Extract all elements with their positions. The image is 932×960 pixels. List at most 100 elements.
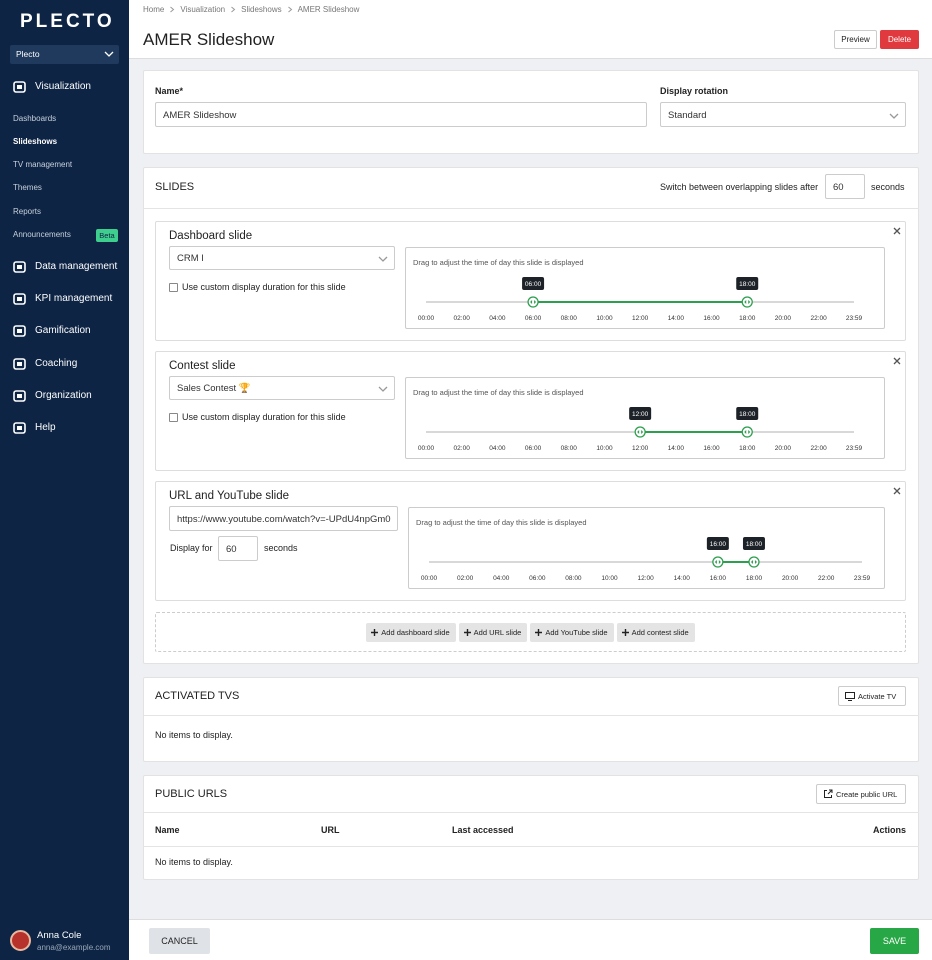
timeline: Drag to adjust the time of day this slid… — [408, 507, 885, 589]
tick-label: 18:00 — [739, 315, 756, 322]
switch-input[interactable]: 60 — [825, 174, 865, 199]
handle-arrows — [530, 300, 537, 304]
time-tag — [706, 537, 729, 550]
breadcrumb-item[interactable]: Slideshows — [241, 5, 282, 14]
column-header: Last accessed — [452, 825, 514, 835]
org-select[interactable]: Plecto — [10, 45, 119, 64]
breadcrumb-item[interactable]: Home — [143, 5, 165, 14]
nav-section[interactable]: Coaching — [0, 355, 129, 373]
rotation-select[interactable]: Standard — [660, 102, 906, 127]
card — [143, 775, 919, 880]
nav-icon — [17, 265, 22, 269]
chevron — [378, 256, 388, 262]
slide-select[interactable]: CRM I — [169, 246, 395, 270]
icon: 00:00 02:00 04:00 06:00 08:00 10:00 12:00 14:00… — [421, 537, 871, 582]
nav-section-label: KPI management — [35, 293, 113, 304]
nav-item[interactable]: Announcements — [13, 230, 71, 239]
nav-section[interactable]: KPI management — [0, 290, 129, 308]
nav-item[interactable]: Slideshows — [13, 137, 58, 146]
logo: PLECTO — [20, 11, 115, 32]
time-tag-label: 18:00 — [739, 281, 756, 288]
tick-label: 23:59 — [846, 315, 863, 322]
nav-section[interactable]: Data management — [0, 258, 129, 276]
nav-item[interactable]: Dashboards — [13, 114, 57, 123]
nav-icon — [13, 325, 26, 337]
chevron — [889, 113, 899, 119]
time-tag-label: 16:00 — [710, 541, 727, 548]
add-button-label: Add contest slide — [631, 627, 689, 637]
handle — [712, 556, 724, 568]
nav-icon — [17, 297, 22, 301]
time-tag-label: 12:00 — [632, 411, 649, 418]
time-tag — [629, 407, 652, 420]
nav-section[interactable]: Gamification — [0, 322, 129, 340]
tick-label: 06:00 — [525, 315, 542, 322]
display-label: Display for — [170, 543, 213, 553]
tick-label: 08:00 — [565, 575, 582, 582]
tick-label: 16:00 — [703, 315, 720, 322]
nav-icon — [17, 329, 22, 333]
plus — [535, 628, 543, 636]
url-input[interactable]: https://www.youtube.com/watch?v=-UPdU4np… — [169, 506, 398, 531]
separator — [170, 6, 175, 13]
checkbox[interactable] — [169, 413, 178, 422]
tick-label: 20:00 — [775, 445, 792, 452]
nav-item[interactable]: Themes — [13, 183, 42, 192]
nav-section[interactable]: Visualization — [0, 78, 129, 96]
create-url-button[interactable]: Create public URL — [816, 784, 906, 804]
section-title: PUBLIC URLS — [155, 788, 228, 800]
divider — [143, 715, 919, 716]
tick-label: 14:00 — [674, 575, 691, 582]
close-icon — [893, 487, 901, 495]
tick-label: 00:00 — [418, 315, 435, 322]
time-tag-label: 18:00 — [746, 541, 763, 548]
empty-text: No items to display. — [155, 730, 233, 740]
sidebar: PLECTO Plecto Visualization Data management… — [0, 0, 129, 960]
icon — [378, 386, 388, 392]
add-button[interactable]: Add YouTube slide — [530, 622, 614, 642]
tv-icon — [845, 692, 855, 699]
nav-icon — [13, 390, 26, 402]
switch-label: Switch between overlapping slides after — [660, 182, 819, 192]
display-input[interactable]: 60 — [218, 536, 258, 561]
nav-section[interactable]: Help — [0, 419, 129, 437]
name-input[interactable]: AMER Slideshow — [155, 102, 647, 127]
empty-text: No items to display. — [155, 857, 233, 867]
plus-icon — [463, 628, 471, 636]
display-unit: seconds — [264, 543, 298, 553]
nav-icon — [13, 422, 26, 434]
nav-section[interactable]: Organization — [0, 387, 129, 405]
input-text: 60 — [226, 543, 237, 555]
add-button[interactable]: Add contest slide — [616, 622, 695, 642]
slide-select[interactable]: Sales Contest 🏆 — [169, 376, 395, 400]
preview-button[interactable]: Preview — [834, 30, 877, 49]
checkbox[interactable] — [169, 283, 178, 292]
activate-tv-button[interactable]: Activate TV — [838, 686, 906, 706]
section-title: ACTIVATED TVS — [155, 690, 240, 702]
icon — [893, 357, 901, 365]
icon — [13, 293, 26, 305]
tick-label: 22:00 — [818, 575, 835, 582]
icon — [845, 692, 855, 701]
breadcrumb-item[interactable]: Visualization — [180, 5, 226, 14]
add-area: Add dashboard slide Add URL slide Add YouT… — [155, 612, 906, 652]
nav-item[interactable]: Reports — [13, 207, 42, 216]
slide-title: Dashboard slide — [169, 230, 253, 242]
tick-label: 14:00 — [668, 445, 685, 452]
add-button[interactable]: Add dashboard slide — [366, 622, 456, 642]
column-header: Name — [155, 825, 180, 835]
input-text: https://www.youtube.com/watch?v=-UPdU4np… — [177, 513, 391, 525]
slide-title: Contest slide — [169, 360, 236, 372]
save-button[interactable]: SAVE — [870, 928, 919, 954]
delete-button[interactable]: Delete — [880, 30, 919, 49]
cancel-button[interactable]: CANCEL — [149, 928, 210, 954]
plus-icon — [371, 628, 379, 636]
input-text: Standard — [668, 109, 707, 121]
plus-icon — [621, 628, 629, 636]
time-tag — [522, 277, 545, 290]
handle-arrows — [744, 430, 751, 434]
tick-label: 04:00 — [489, 445, 506, 452]
nav-section-label: Organization — [35, 390, 92, 401]
nav-item[interactable]: TV management — [13, 160, 73, 169]
add-button[interactable]: Add URL slide — [458, 622, 528, 642]
